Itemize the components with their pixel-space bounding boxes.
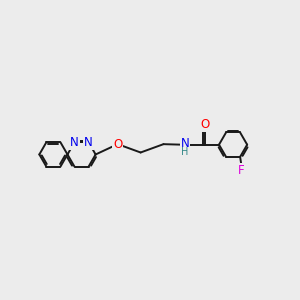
Text: F: F	[238, 164, 245, 177]
Text: N: N	[70, 136, 79, 149]
Text: H: H	[182, 147, 189, 158]
Text: O: O	[113, 138, 122, 151]
Text: N: N	[84, 136, 93, 149]
Text: O: O	[200, 118, 210, 131]
Text: N: N	[181, 137, 190, 150]
